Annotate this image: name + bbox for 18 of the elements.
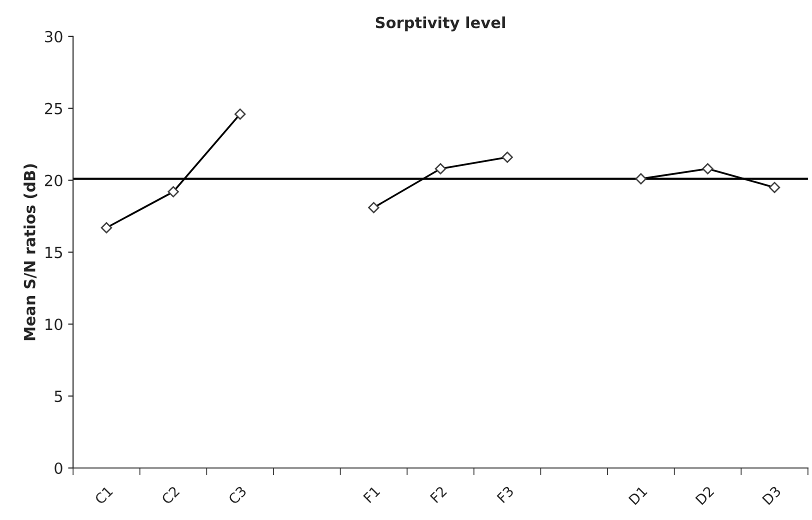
y-axis-title: Mean S/N ratios (dB) [24, 164, 38, 340]
y-tick-label: 25 [45, 102, 62, 114]
x-tick-label: D3 [762, 486, 782, 506]
x-tick-label: F2 [430, 486, 447, 504]
x-tick-label: D2 [695, 486, 714, 505]
x-tick-label: C3 [228, 486, 247, 505]
y-tick-label: 5 [54, 390, 62, 402]
y-tick-label: 30 [45, 30, 62, 42]
y-tick-label: 10 [46, 318, 62, 330]
x-tick-label: F1 [363, 486, 380, 504]
y-tick-label: 0 [54, 462, 62, 474]
x-tick-label: D1 [628, 486, 648, 505]
x-tick-label: C1 [94, 486, 114, 505]
y-tick-label: 15 [46, 246, 62, 258]
y-tick-label: 20 [45, 174, 62, 186]
chart-title: Sorptivity level [376, 16, 505, 32]
x-tick-label: F3 [496, 486, 514, 504]
x-tick-label: C2 [160, 486, 180, 505]
